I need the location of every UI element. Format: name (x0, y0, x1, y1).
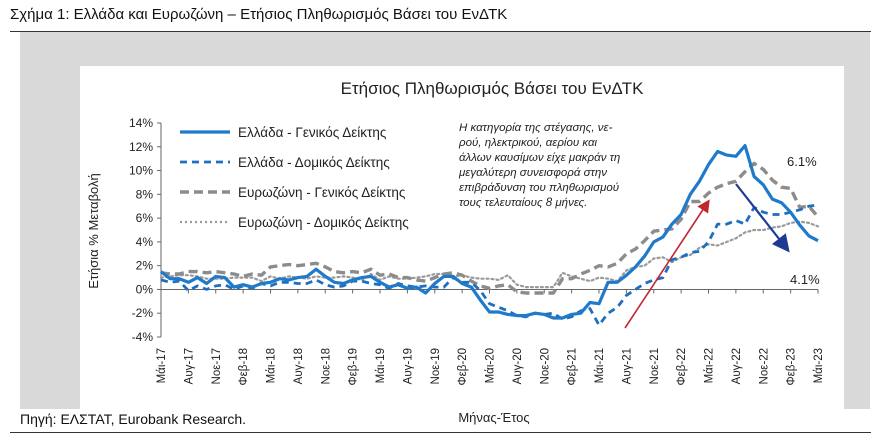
y-tick-label: 10% (129, 164, 153, 178)
x-tick-label: Μάι-18 (266, 348, 278, 383)
x-tick-label: Μάι-22 (704, 348, 716, 383)
annotation: Η κατηγορία της στέγασης, νε-ρού, ηλεκτρ… (458, 122, 790, 329)
chart-panel: Ετήσιος Πληθωρισμός Βάσει του ΕνΔΤΚ Ετήσ… (20, 32, 870, 439)
label-high: 6.1% (787, 154, 817, 169)
x-tick-label: Φεβ-19 (348, 348, 360, 386)
x-tick-label: Μάι-21 (594, 348, 606, 383)
legend-label: Ευρωζώνη - Γενικός Δείκτης (238, 185, 406, 200)
series-lines (159, 143, 820, 327)
annotation-line: μεγαλύτερη συνεισφορά στην (458, 167, 607, 179)
annotation-line: επιβράδυνση του πληθωρισμού (459, 182, 619, 194)
legend: Ελλάδα - Γενικός Δείκτης Ελλάδα - Δομικός… (180, 125, 409, 230)
chart-title: Ετήσιος Πληθωρισμός Βάσει του ΕνΔΤΚ (341, 79, 644, 98)
x-tick-label: Αυγ-19 (402, 348, 414, 384)
x-tick-label: Νοε-21 (649, 348, 661, 384)
y-tick-label: 4% (136, 235, 154, 249)
arrow-up-icon (624, 199, 710, 329)
legend-label: Ευρωζώνη - Δομικός Δείκτης (238, 215, 409, 230)
y-tick-label: 12% (129, 140, 153, 154)
x-tick-label: Φεβ-22 (676, 348, 688, 386)
y-tick-label: 14% (129, 116, 153, 130)
x-tick-label: Φεβ-18 (238, 348, 250, 386)
y-tick-label: -4% (132, 330, 154, 344)
series-line-3 (159, 220, 820, 289)
y-axis-label: Ετήσια % Μεταβολή (86, 173, 101, 289)
x-tick-label: Νοε-19 (430, 348, 442, 384)
x-tick-label: Αυγ-20 (512, 348, 524, 384)
series-line-2 (160, 161, 820, 295)
x-tick-label: Φεβ-23 (786, 348, 798, 386)
x-axis-ticks: Μάι-17 Αυγ-17 Νοε-17 Φεβ-18 Μάι-18 Αυγ-18 Νοε-… (156, 289, 825, 386)
series-line-0 (160, 143, 819, 320)
x-tick-label: Αυγ-21 (621, 348, 633, 384)
bottom-rule (10, 432, 871, 433)
top-rule (10, 31, 871, 32)
y-tick-label: -2% (132, 306, 154, 320)
x-tick-label: Αυγ-18 (293, 348, 305, 384)
series-line-1 (160, 203, 819, 327)
y-tick-label: 8% (136, 187, 154, 201)
figure-caption: Σχήμα 1: Ελλάδα και Ευρωζώνη – Ετήσιος Π… (10, 6, 508, 23)
annotation-line: τους τελευταίους 8 μήνες. (459, 197, 587, 209)
arrow-down-icon (735, 183, 790, 253)
legend-label: Ελλάδα - Γενικός Δείκτης (238, 125, 387, 140)
x-tick-label: Μάι-20 (485, 348, 497, 383)
legend-label: Ελλάδα - Δομικός Δείκτης (238, 155, 390, 170)
x-tick-label: Νοε-17 (211, 348, 223, 384)
x-tick-label: Μάι-17 (156, 348, 168, 383)
y-tick-label: 2% (136, 259, 154, 273)
y-tick-label: 0% (136, 282, 154, 296)
y-axis-ticks: 14% 12% 10% 8% 6% 4% 2% 0% -2% -4% (129, 116, 161, 344)
x-tick-label: Μάι-19 (375, 348, 387, 383)
x-tick-label: Φεβ-21 (567, 348, 579, 386)
x-axis-label: Μήνας-Έτος (458, 410, 529, 425)
chart-area: Ετήσιος Πληθωρισμός Βάσει του ΕνΔΤΚ Ετήσ… (80, 66, 844, 439)
x-tick-label: Νοε-18 (320, 348, 332, 384)
annotation-line: ρού, ηλεκτρικού, αερίου και (458, 137, 598, 149)
x-tick-label: Φεβ-20 (457, 348, 469, 386)
x-tick-label: Νοε-20 (539, 348, 551, 384)
x-tick-label: Νοε-22 (758, 348, 770, 384)
annotation-line: άλλων καυσίμων είχε μακράν τη (459, 152, 620, 164)
x-tick-label: Αυγ-22 (731, 348, 743, 384)
source-note: Πηγή: ΕΛΣΤΑΤ, Eurobank Research. (20, 411, 247, 427)
label-low: 4.1% (790, 272, 820, 287)
line-chart: Ετήσιος Πληθωρισμός Βάσει του ΕνΔΤΚ Ετήσ… (86, 79, 825, 425)
y-tick-label: 6% (136, 211, 154, 225)
x-tick-label: Μάι-23 (813, 348, 825, 383)
x-tick-label: Αυγ-17 (183, 348, 195, 384)
annotation-line: Η κατηγορία της στέγασης, νε- (459, 122, 613, 134)
